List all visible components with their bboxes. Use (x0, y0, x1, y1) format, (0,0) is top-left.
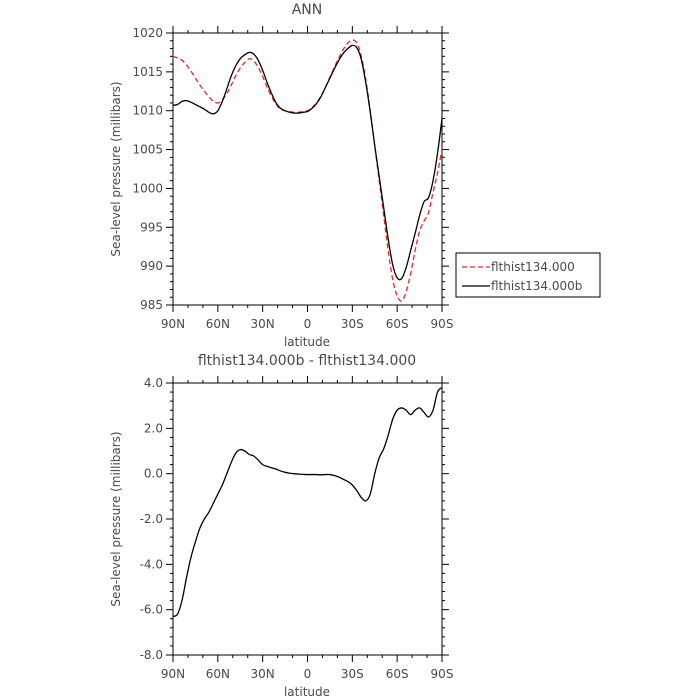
top-xtick-label-0: 0 (304, 317, 312, 331)
top-plot-lines (172, 39, 443, 302)
top-chart-title: ANN (292, 2, 323, 18)
top-y-axis-label: Sea-level pressure (millibars) (109, 81, 123, 256)
top-xtick-label-90s: 90S (431, 317, 454, 331)
top-ytick-label-990: 990 (140, 259, 163, 273)
bottom-ytick-label-2-0: -2.0 (140, 512, 163, 526)
bottom-chart-title: flthist134.000b - flthist134.000 (198, 353, 416, 369)
bottom-ytick-label-4-0: -4.0 (140, 557, 163, 571)
bottom-ytick-label-6-0: -6.0 (140, 603, 163, 617)
top-xtick-label-60s: 60S (386, 317, 409, 331)
bottom-ytick-label-8-0: -8.0 (140, 648, 163, 662)
top-series-line-flthist134-000b (172, 44, 443, 281)
top-ytick-label-1000: 1000 (132, 181, 163, 195)
bottom-ytick-label-0-0: 0.0 (144, 467, 163, 481)
top-xtick-label-60n: 60N (206, 317, 230, 331)
plot-top: ANN 1020 1015 1010 1005 1000 995 990 985 90N 60N… (109, 2, 453, 349)
top-xtick-label-30n: 30N (251, 317, 275, 331)
bottom-xtick-label-90n: 90N (161, 667, 185, 681)
bottom-xtick-label-60s: 60S (386, 667, 409, 681)
top-ytick-label-1020: 1020 (132, 26, 163, 40)
top-ytick-label-1010: 1010 (132, 104, 163, 118)
legend-label-flthist134-000: flthist134.000 (491, 260, 575, 274)
top-ytick-label-1015: 1015 (132, 65, 163, 79)
bottom-ytick-label-2-0: 2.0 (144, 421, 163, 435)
top-ytick-label-985: 985 (140, 298, 163, 312)
legend: flthist134.000 flthist134.000b (455, 252, 601, 298)
top-x-axis-label: latitude (284, 335, 330, 349)
top-ytick-label-1005: 1005 (132, 143, 163, 157)
top-series-line-flthist134-000 (172, 39, 443, 302)
bottom-xtick-label-60n: 60N (206, 667, 230, 681)
plot-bottom: flthist134.000b - flthist134.000 4.0 2.0 0… (109, 353, 453, 699)
bottom-y-axis: 4.0 2.0 0.0 -2.0 -4.0 -6.0 -8.0 (140, 376, 449, 662)
top-xtick-label-30s: 30S (341, 317, 364, 331)
top-x-axis: 90N 60N 30N 0 30S 60S 90S (161, 26, 454, 331)
bottom-xtick-label-0: 0 (304, 667, 312, 681)
bottom-plot-frame (172, 382, 443, 656)
legend-label-flthist134-000b: flthist134.000b (491, 279, 582, 293)
bottom-plot-lines (172, 387, 443, 618)
bottom-x-axis: 90N 60N 30N 0 30S 60S 90S (161, 376, 454, 681)
bottom-ytick-label-4-0: 4.0 (144, 376, 163, 390)
bottom-xtick-label-90s: 90S (431, 667, 454, 681)
bottom-x-axis-label: latitude (284, 685, 330, 699)
bottom-y-axis-label: Sea-level pressure (millibars) (109, 431, 123, 606)
top-plot-frame (172, 32, 443, 306)
top-xtick-label-90n: 90N (161, 317, 185, 331)
top-y-axis: 1020 1015 1010 1005 1000 995 990 985 (132, 26, 449, 312)
bottom-xtick-label-30s: 30S (341, 667, 364, 681)
bottom-series-line-difference (172, 387, 443, 618)
legend-box (455, 252, 601, 298)
bottom-xtick-label-30n: 30N (251, 667, 275, 681)
top-ytick-label-995: 995 (140, 220, 163, 234)
